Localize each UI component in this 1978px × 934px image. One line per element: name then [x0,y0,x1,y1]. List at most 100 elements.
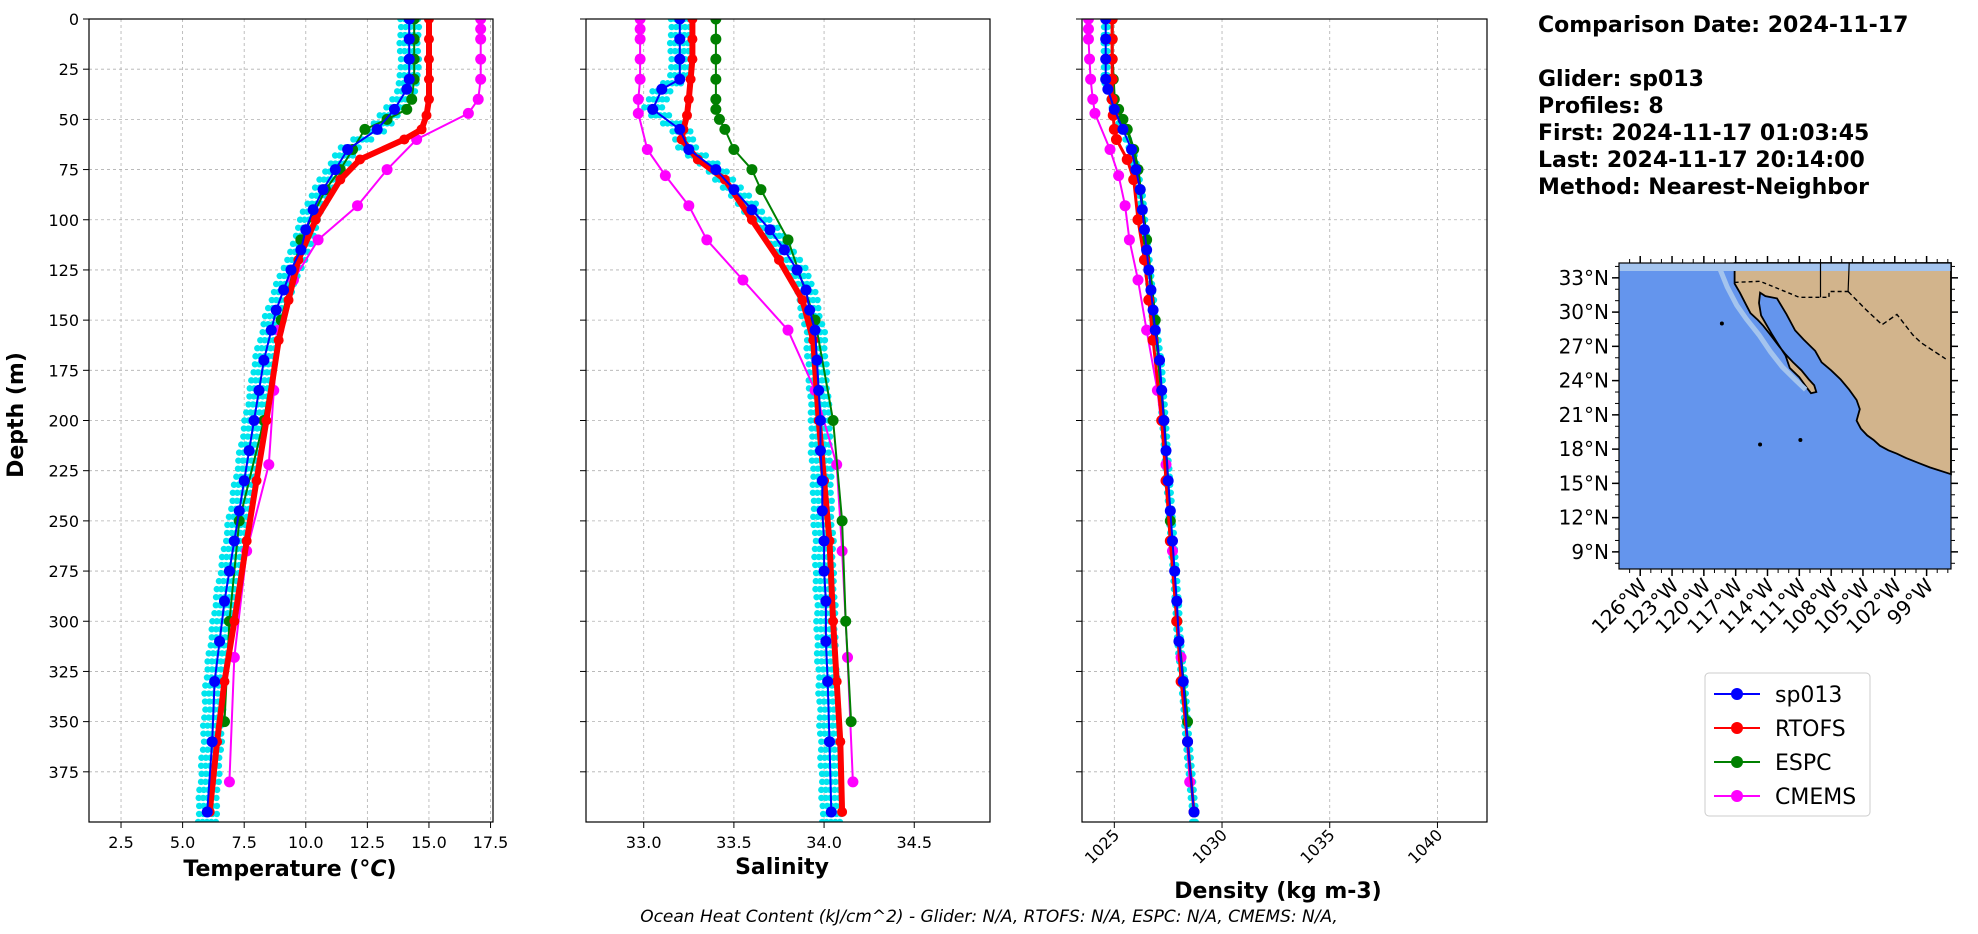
cmems-data-point [1119,200,1131,212]
glider-raw-point [645,96,653,103]
glider-raw-point [270,288,278,296]
glider-raw-point [336,152,343,159]
rtofs-data-point [251,475,262,486]
x-tick-label: 1025 [1081,825,1123,867]
glider-raw-point [195,810,203,818]
rtofs-data-point [831,676,842,687]
glider-raw-point [261,377,268,384]
glider-raw-point [817,706,824,713]
sp013-data-point [1126,143,1138,155]
espc-data-point [840,615,852,627]
glider-raw-point [667,72,674,79]
espc-data-point [755,184,767,196]
land-mexico [1733,262,1952,476]
glider-raw-point [223,553,230,561]
glider-raw-point [213,786,221,794]
glider-raw-point [213,794,220,802]
glider-raw-point [816,730,824,737]
glider-raw-point [808,441,815,448]
glider-name: Glider: sp013 [1538,67,1704,92]
rtofs-data-point [828,616,839,627]
glider-raw-point [815,690,822,697]
comparison-date: Comparison Date: 2024-11-17 [1538,13,1909,38]
glider-raw-point [204,658,211,665]
glider-raw-point [719,184,727,191]
glider-raw-point [816,722,823,729]
glider-raw-point [816,529,823,537]
glider-raw-point [211,610,218,617]
cmems-data-point [641,143,653,155]
glider-raw-point [659,120,667,127]
glider-raw-point [814,601,821,609]
glider-raw-point [825,449,832,456]
glider-raw-point [394,88,401,95]
sp013-data-point [218,595,230,607]
y-tick-label: 225 [48,462,79,481]
cmems-data-point [312,234,324,246]
sp013-data-point [1160,445,1172,457]
glider-raw-point [818,610,825,617]
glider-raw-point [198,754,205,761]
glider-raw-point [811,529,819,537]
glider-raw-point [272,280,280,288]
glider-raw-point [666,39,674,47]
glider-raw-point [681,63,688,71]
glider-raw-point [209,650,217,657]
glider-raw-point [322,168,329,175]
glider-raw-point [218,650,226,657]
y-tick-label: 375 [48,763,79,782]
glider-raw-point [308,192,316,199]
y-tick-label: 75 [59,161,79,180]
glider-raw-point [205,714,212,721]
sp013-data-point [253,384,265,396]
rtofs-data-point [229,616,240,627]
glider-raw-point [224,521,231,529]
glider-raw-point [702,152,710,159]
glider-raw-point [204,730,212,737]
glider-raw-point [206,706,214,713]
sp013-data-point [1130,164,1142,176]
lat-tick-label: 30°N [1559,300,1609,324]
cmems-data-point [381,164,393,176]
sp013-data-point [214,635,226,647]
glider-raw-point [395,80,403,87]
glider-raw-point [252,377,259,384]
glider-raw-point [828,497,835,504]
glider-raw-point [208,634,215,641]
glider-raw-point [776,232,783,240]
rtofs-data-point [399,134,410,145]
glider-raw-point [229,497,236,504]
sp013-data-point [791,264,803,276]
glider-raw-point [396,72,403,79]
sp013-data-point [816,475,828,487]
glider-raw-point [264,304,272,312]
legend-label: CMEMS [1775,785,1856,810]
rtofs-data-point [687,19,698,24]
glider-raw-point [258,345,265,352]
glider-raw-point [671,47,679,55]
x-tick-label: 17.5 [473,833,509,852]
lat-tick-label: 21°N [1559,403,1609,427]
glider-raw-point [250,369,257,376]
glider-raw-point [217,666,225,673]
glider-raw-point [821,337,829,344]
glider-raw-point [811,545,819,553]
glider-raw-point [827,481,834,488]
rtofs-data-point [1171,615,1183,627]
glider-raw-point [240,425,248,432]
glider-raw-point [267,345,274,352]
sp013-data-point [809,324,821,336]
salinity-axis-label: Salinity [735,855,829,880]
sp013-data-point [233,505,245,517]
sp013-data-point [814,445,826,457]
glider-raw-point [831,794,838,802]
rtofs-data-point [797,295,808,306]
lat-tick-label: 18°N [1559,437,1609,461]
glider-raw-point [301,216,308,223]
glider-raw-point [331,152,339,159]
glider-raw-point [681,23,689,31]
sp013-data-point [238,475,250,487]
legend-marker [1731,688,1743,700]
sp013-data-point [746,204,758,216]
